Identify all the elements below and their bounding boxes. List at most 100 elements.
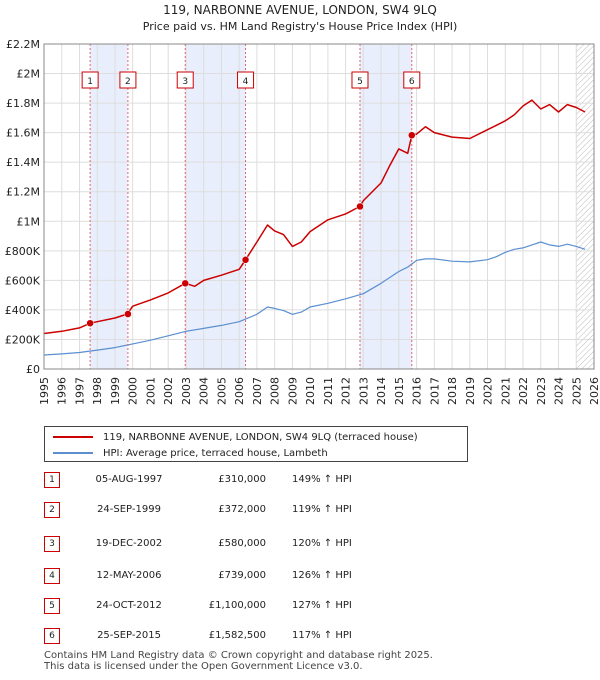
sale-number: 3 bbox=[44, 536, 60, 552]
y-tick-label: £2.2M bbox=[6, 38, 40, 51]
sale-hpi-change: 117% ↑ HPI bbox=[292, 630, 352, 641]
sale-date: 24-OCT-2012 bbox=[96, 600, 162, 611]
price-chart: 119, NARBONNE AVENUE, LONDON, SW4 9LQ Pr… bbox=[5, 3, 600, 405]
sale-point bbox=[241, 256, 250, 264]
footer-copyright: Contains HM Land Registry data © Crown c… bbox=[44, 650, 433, 661]
y-tick-label: £1.8M bbox=[6, 97, 40, 110]
x-tick-label: 1997 bbox=[73, 377, 86, 405]
sale-marker-label: 2 bbox=[125, 77, 131, 87]
sale-marker-label: 3 bbox=[182, 77, 188, 87]
legend-swatch-property bbox=[53, 436, 93, 438]
sale-price: £1,582,500 bbox=[208, 630, 266, 641]
x-tick-label: 2011 bbox=[322, 377, 335, 405]
sale-price: £372,000 bbox=[218, 504, 266, 515]
sale-price: £580,000 bbox=[218, 538, 266, 549]
y-tick-label: £1.2M bbox=[6, 186, 40, 199]
y-tick-label: £600K bbox=[5, 274, 41, 287]
x-tick-label: 2006 bbox=[233, 377, 246, 405]
x-tick-label: 2005 bbox=[215, 377, 228, 405]
x-tick-label: 2026 bbox=[588, 377, 600, 405]
sale-hpi-change: 119% ↑ HPI bbox=[292, 504, 352, 515]
plot-frame bbox=[43, 43, 595, 370]
x-tick-label: 2020 bbox=[482, 377, 495, 405]
shaded-period bbox=[185, 44, 246, 369]
legend: 119, NARBONNE AVENUE, LONDON, SW4 9LQ (t… bbox=[44, 426, 468, 462]
x-tick-label: 1995 bbox=[38, 377, 51, 405]
x-tick-label: 1998 bbox=[91, 377, 104, 405]
sale-row: 3 19-DEC-2002 £580,000 120% ↑ HPI bbox=[44, 536, 464, 556]
x-tick-label: 2010 bbox=[304, 377, 317, 405]
x-tick-label: 2007 bbox=[251, 377, 264, 405]
footer-licence: This data is licensed under the Open Gov… bbox=[44, 661, 363, 672]
series-line-hpi bbox=[43, 241, 586, 356]
sale-hpi-change: 120% ↑ HPI bbox=[292, 538, 352, 549]
sale-number: 2 bbox=[44, 502, 60, 518]
sale-number: 6 bbox=[44, 628, 60, 644]
x-tick-label: 2024 bbox=[553, 377, 566, 405]
x-tick-label: 2000 bbox=[127, 377, 140, 405]
shaded-period bbox=[90, 44, 128, 369]
x-tick-label: 2025 bbox=[570, 377, 583, 405]
sale-hpi-change: 127% ↑ HPI bbox=[292, 600, 352, 611]
y-tick-label: £2M bbox=[17, 68, 41, 81]
sale-marker-label: 1 bbox=[87, 77, 93, 87]
sale-marker-label: 5 bbox=[357, 77, 363, 87]
x-tick-label: 2014 bbox=[375, 377, 388, 405]
x-tick-label: 2015 bbox=[393, 377, 406, 405]
x-tick-label: 2008 bbox=[269, 377, 282, 405]
sale-point bbox=[86, 319, 94, 327]
x-tick-label: 2002 bbox=[162, 377, 175, 405]
x-tick-label: 2019 bbox=[464, 377, 477, 405]
sale-marker-box bbox=[237, 71, 255, 89]
y-tick-label: £1.6M bbox=[6, 127, 40, 140]
x-tick-label: 2017 bbox=[428, 377, 441, 405]
x-tick-label: 2004 bbox=[198, 377, 211, 405]
x-tick-label: 2013 bbox=[357, 377, 370, 405]
sale-number: 1 bbox=[44, 472, 60, 488]
y-tick-label: £200K bbox=[5, 333, 41, 346]
shaded-period bbox=[359, 44, 412, 369]
sale-date: 19-DEC-2002 bbox=[95, 538, 163, 549]
x-tick-label: 2009 bbox=[286, 377, 299, 405]
sale-number: 4 bbox=[44, 568, 60, 584]
x-tick-label: 2023 bbox=[535, 377, 548, 405]
sale-date: 25-SEP-2015 bbox=[97, 630, 161, 641]
sale-date: 05-AUG-1997 bbox=[95, 474, 163, 485]
sale-point bbox=[181, 279, 189, 288]
sale-point bbox=[124, 310, 132, 318]
legend-item-hpi: HPI: Average price, terraced house, Lamb… bbox=[53, 445, 328, 461]
sale-row: 5 24-OCT-2012 £1,100,000 127% ↑ HPI bbox=[44, 598, 464, 618]
x-tick-label: 2022 bbox=[517, 377, 530, 405]
sale-marker-box bbox=[119, 71, 137, 89]
x-tick-label: 1996 bbox=[56, 377, 69, 405]
x-tick-label: 2021 bbox=[499, 377, 512, 405]
legend-swatch-hpi bbox=[53, 452, 93, 454]
sale-hpi-change: 149% ↑ HPI bbox=[292, 474, 352, 485]
chart-title-line1: 119, NARBONNE AVENUE, LONDON, SW4 9LQ bbox=[163, 3, 437, 17]
sale-marker-box bbox=[351, 71, 369, 89]
y-tick-label: £400K bbox=[5, 304, 41, 317]
sale-row: 2 24-SEP-1999 £372,000 119% ↑ HPI bbox=[44, 502, 464, 522]
sale-row: 6 25-SEP-2015 £1,582,500 117% ↑ HPI bbox=[44, 628, 464, 648]
y-tick-label: £1.4M bbox=[6, 156, 40, 169]
sale-number: 5 bbox=[44, 598, 60, 614]
sale-marker-box bbox=[81, 71, 99, 89]
sale-marker-label: 6 bbox=[409, 77, 415, 87]
sale-row: 4 12-MAY-2006 £739,000 126% ↑ HPI bbox=[44, 568, 464, 588]
x-tick-label: 1999 bbox=[109, 377, 122, 405]
footer: Contains HM Land Registry data © Crown c… bbox=[44, 650, 433, 672]
sale-price: £739,000 bbox=[218, 570, 266, 581]
legend-label-property: 119, NARBONNE AVENUE, LONDON, SW4 9LQ (t… bbox=[103, 431, 418, 443]
x-tick-label: 2018 bbox=[446, 377, 459, 405]
sale-point bbox=[356, 202, 364, 211]
sale-hpi-change: 126% ↑ HPI bbox=[292, 570, 352, 581]
x-tick-label: 2001 bbox=[144, 377, 157, 405]
sale-price: £1,100,000 bbox=[208, 600, 266, 611]
sale-row: 1 05-AUG-1997 £310,000 149% ↑ HPI bbox=[44, 472, 464, 492]
plot-background bbox=[44, 44, 594, 369]
sale-price: £310,000 bbox=[218, 474, 266, 485]
y-tick-label: £1M bbox=[17, 215, 41, 228]
y-tick-label: £800K bbox=[5, 245, 41, 258]
legend-label-hpi: HPI: Average price, terraced house, Lamb… bbox=[103, 447, 328, 459]
x-tick-label: 2016 bbox=[411, 377, 424, 405]
